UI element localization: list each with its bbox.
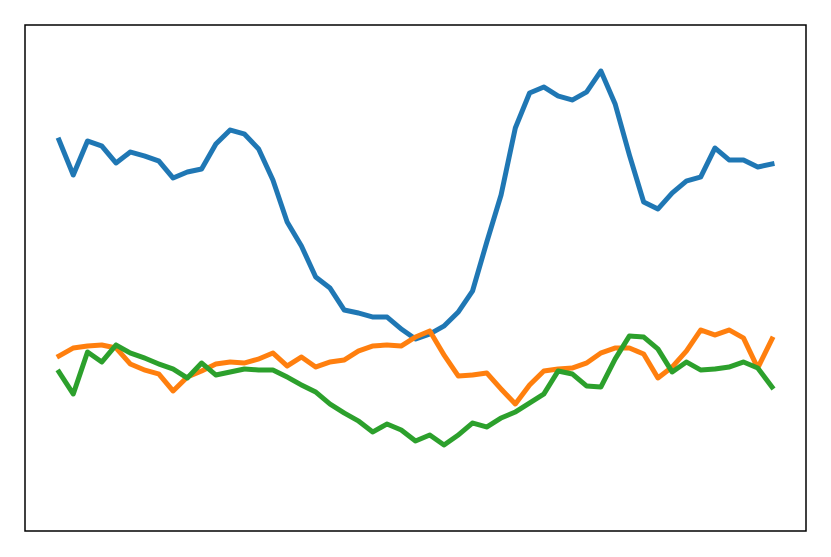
plot-frame <box>24 24 807 532</box>
data-line <box>55 327 776 407</box>
data-line <box>55 333 776 448</box>
